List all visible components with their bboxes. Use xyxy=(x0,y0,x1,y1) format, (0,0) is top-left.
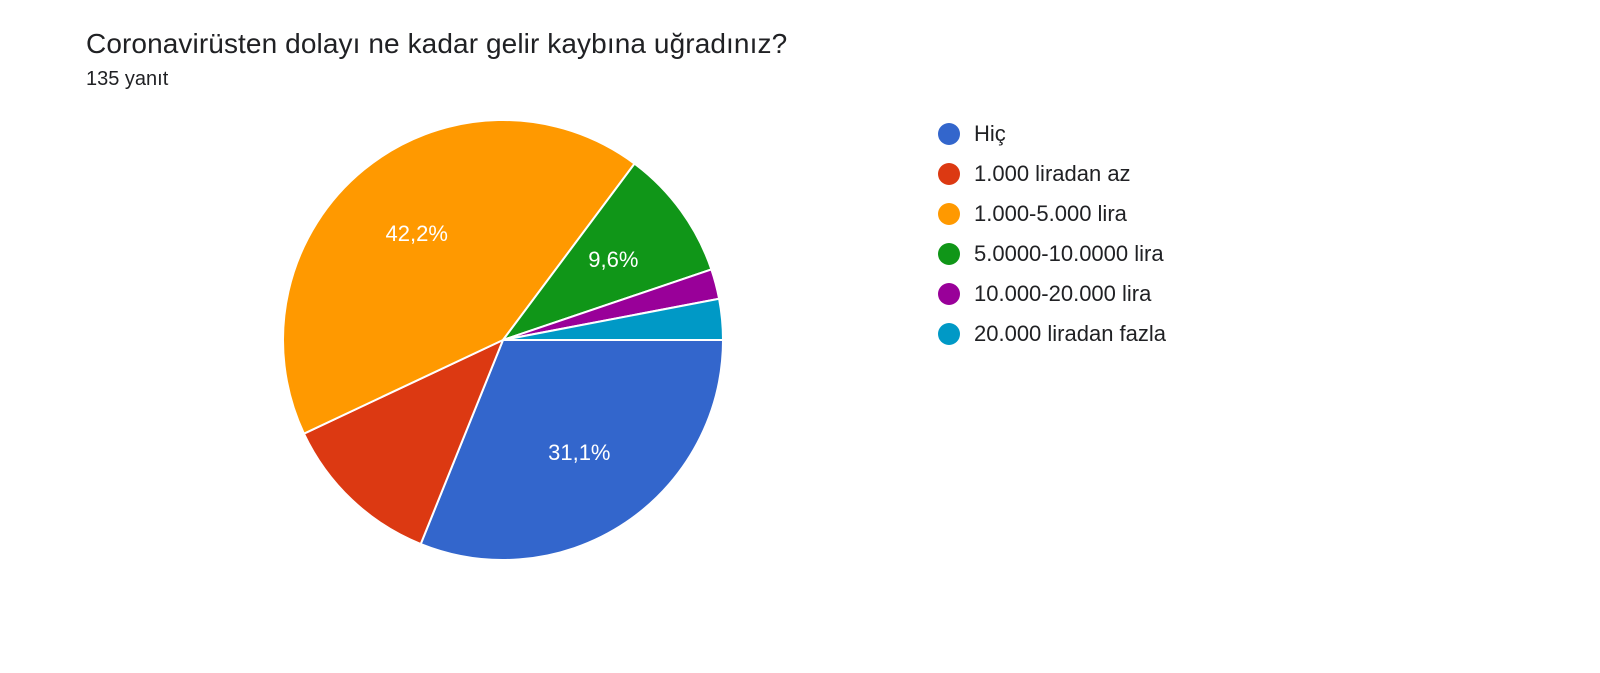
pie-slice-label-hic: 31,1% xyxy=(548,440,610,466)
pie-slice-label-1k5k: 42,2% xyxy=(386,221,448,247)
legend-label: Hiç xyxy=(974,121,1006,147)
chart-content-row: 31,1% 42,2% 9,6% Hiç 1.000 liradan az 1.000-… xyxy=(86,115,1600,565)
legend-label: 1.000 liradan az xyxy=(974,161,1131,187)
legend-label: 1.000-5.000 lira xyxy=(974,201,1127,227)
legend-label: 10.000-20.000 lira xyxy=(974,281,1151,307)
legend-swatch-icon xyxy=(938,123,960,145)
legend-item-1k5k[interactable]: 1.000-5.000 lira xyxy=(938,201,1166,227)
legend-item-lt1000[interactable]: 1.000 liradan az xyxy=(938,161,1166,187)
legend-swatch-icon xyxy=(938,203,960,225)
legend-swatch-icon xyxy=(938,323,960,345)
chart-title: Coronavirüsten dolayı ne kadar gelir kay… xyxy=(86,28,1600,60)
legend-swatch-icon xyxy=(938,283,960,305)
pie-chart: 31,1% 42,2% 9,6% xyxy=(278,115,728,565)
legend-swatch-icon xyxy=(938,163,960,185)
pie-slice-label-5k10k: 9,6% xyxy=(588,247,638,273)
legend-label: 20.000 liradan fazla xyxy=(974,321,1166,347)
legend-item-10k20k[interactable]: 10.000-20.000 lira xyxy=(938,281,1166,307)
legend-item-hic[interactable]: Hiç xyxy=(938,121,1166,147)
legend-label: 5.0000-10.0000 lira xyxy=(974,241,1164,267)
legend-item-5k10k[interactable]: 5.0000-10.0000 lira xyxy=(938,241,1166,267)
chart-container: Coronavirüsten dolayı ne kadar gelir kay… xyxy=(0,0,1600,565)
legend-swatch-icon xyxy=(938,243,960,265)
legend: Hiç 1.000 liradan az 1.000-5.000 lira 5.000… xyxy=(938,121,1166,361)
legend-item-gt20k[interactable]: 20.000 liradan fazla xyxy=(938,321,1166,347)
chart-subtitle: 135 yanıt xyxy=(86,68,1600,91)
